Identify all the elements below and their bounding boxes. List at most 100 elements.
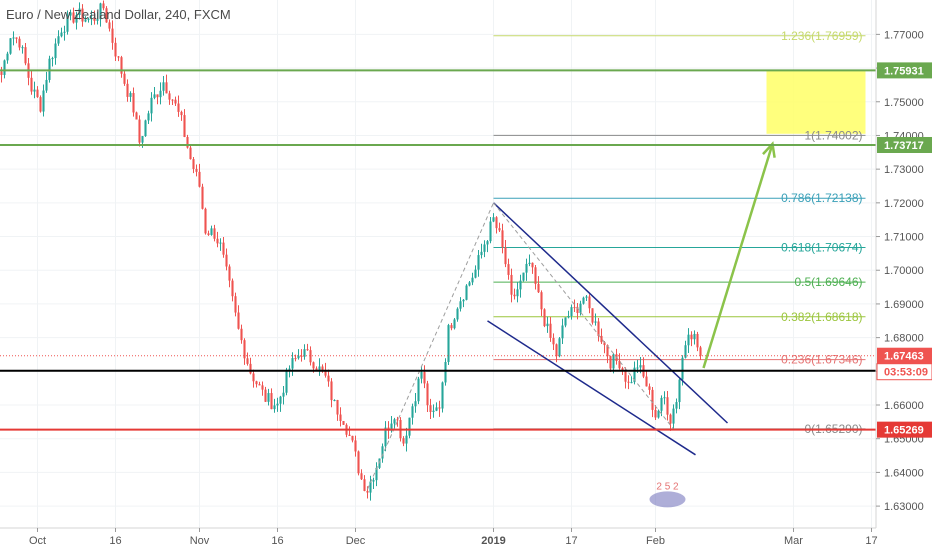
candle-body (234, 296, 237, 313)
candle-body (402, 438, 405, 444)
candle-body (24, 47, 27, 64)
candle-body (657, 410, 660, 418)
target-zone-layer (766, 70, 866, 134)
candle-body (282, 392, 285, 397)
candle-body (156, 94, 159, 98)
candle-body (294, 358, 297, 360)
candle-body (651, 389, 654, 410)
candle-body (519, 280, 522, 290)
candle-body (507, 264, 510, 275)
fib-trend-dashed-line[interactable] (493, 202, 674, 430)
candle-body (678, 379, 681, 403)
candle-body (369, 481, 372, 493)
candle-body (144, 120, 147, 137)
trend-drawings[interactable] (367, 141, 776, 490)
price-axis-background (876, 0, 932, 550)
candle-body (6, 53, 9, 61)
time-tick-label: 2019 (481, 535, 505, 547)
candle-body (279, 396, 282, 404)
candle-body (438, 407, 441, 409)
candle-body (285, 369, 288, 393)
candle-body (177, 103, 180, 112)
candle-body (117, 56, 120, 58)
channel-lower-line[interactable] (487, 320, 696, 456)
candle-body (390, 423, 393, 431)
target-zone (766, 70, 866, 134)
candle-body (258, 384, 261, 386)
price-axis[interactable]: 1.630001.640001.650001.660001.670001.680… (875, 0, 932, 550)
candle-body (606, 345, 609, 357)
fib-level-label: 1.236(1.76959) (781, 29, 862, 43)
arrow-head-icon (762, 141, 776, 158)
candle-body (105, 8, 108, 23)
candle-body (396, 419, 399, 421)
candle-body (429, 405, 432, 412)
fib-trend-dashed-line[interactable] (367, 202, 494, 490)
candle-body (417, 378, 420, 402)
candle-body (36, 89, 39, 98)
candle-body (186, 136, 189, 148)
time-tick-label: Nov (190, 535, 210, 547)
candle-body (273, 405, 276, 410)
candle-body (537, 283, 540, 293)
candle-body (33, 89, 36, 92)
candle-body (528, 262, 531, 264)
candle-body (87, 18, 90, 20)
candle-body (426, 383, 429, 406)
current-price-tag-bg (877, 347, 932, 364)
candle-body (99, 3, 102, 20)
candle-body (432, 410, 435, 412)
candle-body (585, 296, 588, 298)
fib-level-label: 0.5(1.69646) (794, 275, 862, 289)
candle-body (309, 350, 312, 363)
candle-body (150, 97, 153, 114)
candle-body (486, 241, 489, 245)
candle-body (666, 397, 669, 415)
candle-body (75, 14, 78, 23)
time-axis[interactable]: Oct 16 Nov 16 Dec 2019 17 Feb Mar 17 (0, 527, 878, 547)
candle-body (147, 113, 150, 121)
candle-body (171, 99, 174, 101)
candle-body (669, 414, 672, 424)
candle-body (201, 186, 204, 209)
candle-body (489, 221, 492, 242)
candle-body (123, 73, 126, 84)
candle-body (477, 255, 480, 270)
candle-body (675, 402, 678, 409)
candle-body (672, 408, 675, 424)
candle-body (441, 382, 444, 409)
candle-body (336, 400, 339, 415)
current-price-tag: 1.67463 (884, 351, 924, 363)
time-tick-label: Dec (346, 535, 366, 547)
bar-countdown-timer: 03:53:09 (884, 367, 928, 379)
candle-body (423, 372, 426, 384)
time-tick-label: Mar (784, 535, 803, 547)
candle-body (636, 367, 639, 369)
candle-body (165, 82, 168, 94)
candle-body (72, 12, 75, 23)
channel-upper-line[interactable] (492, 202, 729, 424)
candle-body (348, 434, 351, 436)
candle-body (468, 282, 471, 286)
candle-body (162, 82, 165, 91)
candle-body (648, 386, 651, 390)
candle-body (18, 38, 21, 48)
candle-body (138, 119, 141, 143)
candle-body (261, 385, 264, 390)
price-tick-label: 1.77000 (884, 29, 924, 41)
target-arrow-line[interactable] (702, 143, 774, 369)
candle-body (288, 368, 291, 370)
candle-body (600, 335, 603, 343)
horizontal-levels[interactable] (0, 69, 876, 431)
candle-body (630, 382, 633, 384)
candle-body (195, 168, 198, 172)
candle-body (204, 208, 207, 234)
candle-body (315, 368, 318, 371)
fib-level-label: 0.786(1.72138) (781, 191, 862, 205)
candle-body (597, 321, 600, 336)
candle-body (549, 323, 552, 338)
candle-body (492, 217, 495, 222)
candle-body (297, 355, 300, 359)
candle-body (510, 274, 513, 295)
